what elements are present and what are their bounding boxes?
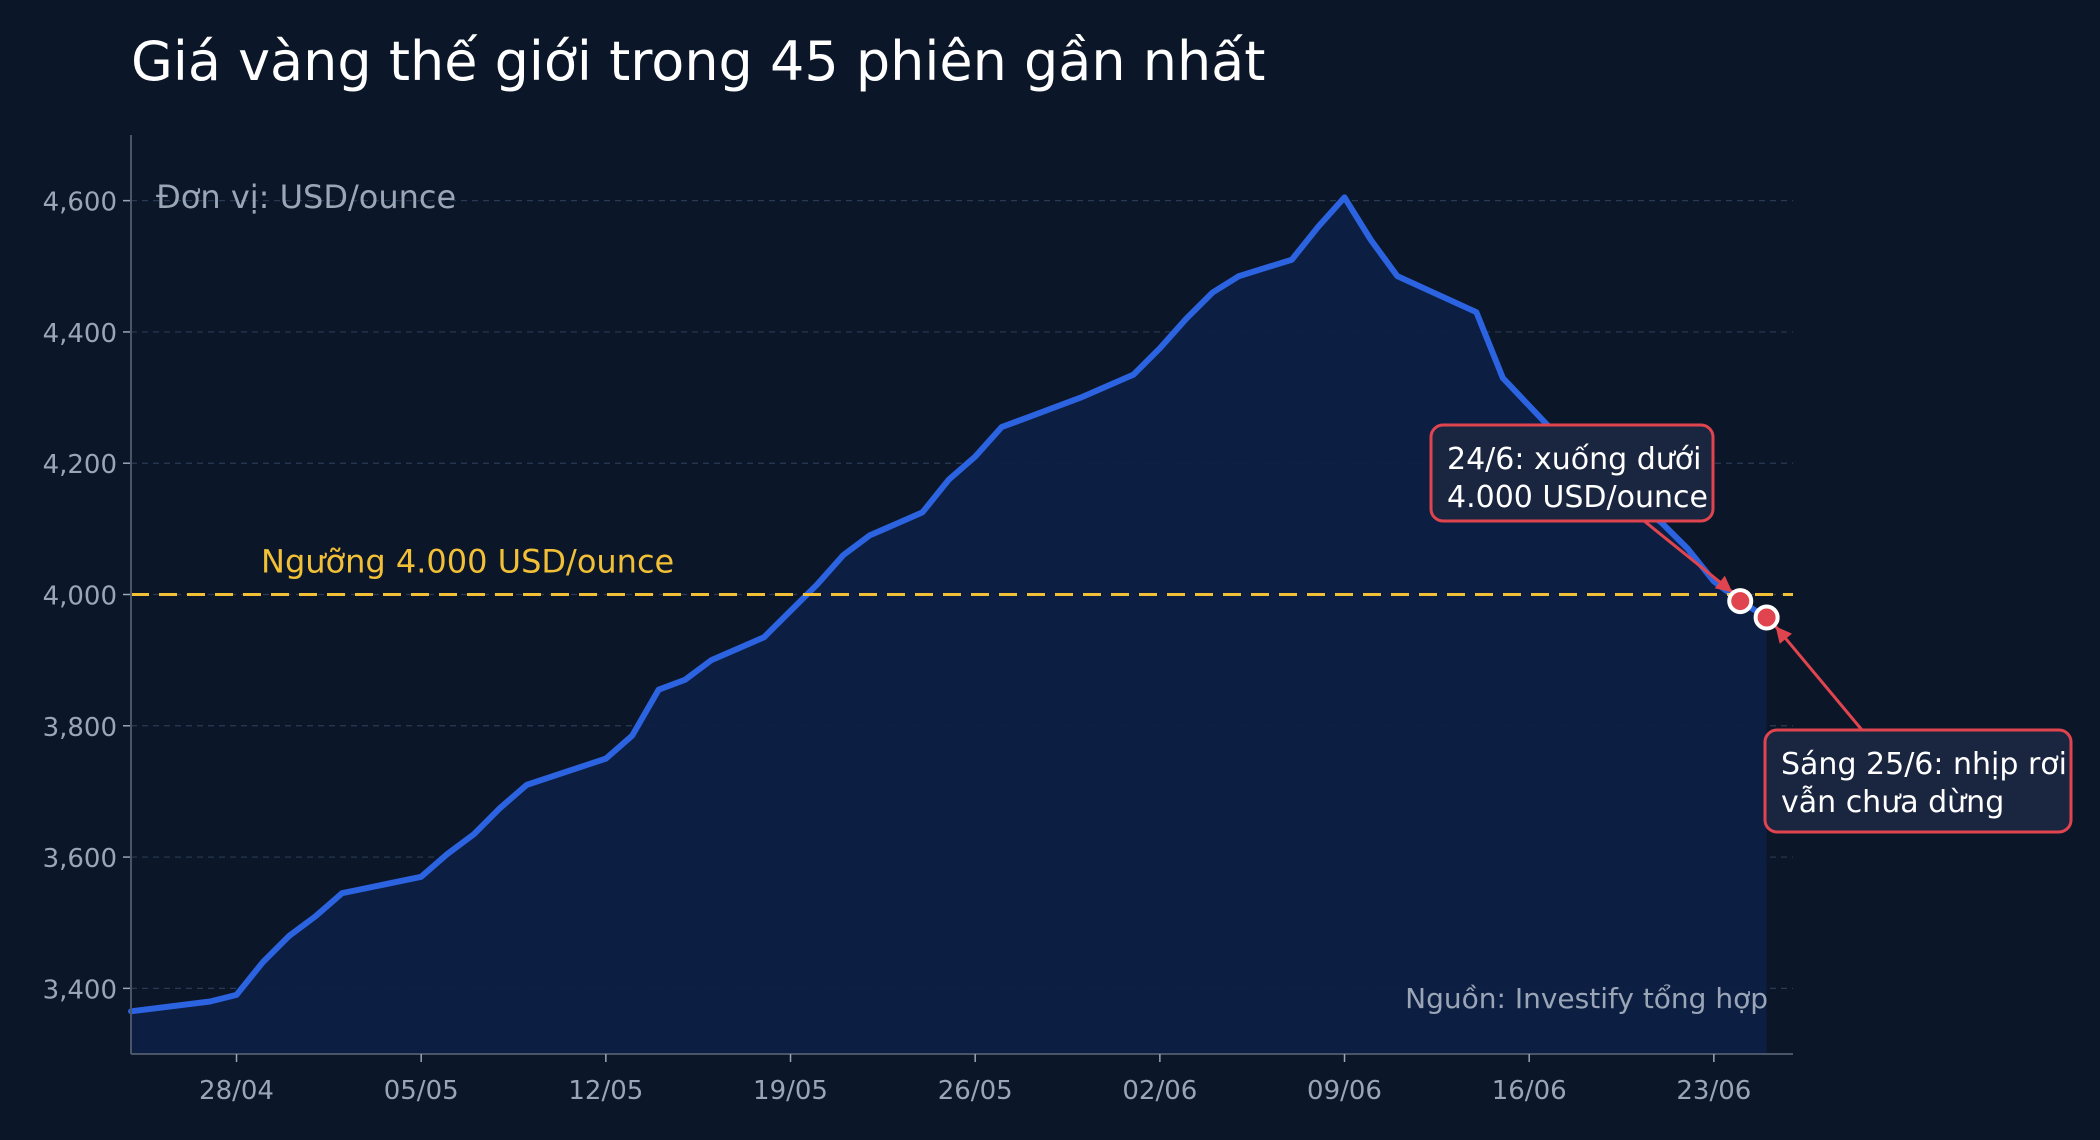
annotation-arrow-2-head [1775,626,1793,644]
source-label: Nguồn: Investify tổng hợp [1405,982,1768,1015]
annotation-point-1 [1727,588,1754,615]
annotation-point-2 [1753,604,1780,631]
chart-title: Giá vàng thế giới trong 45 phiên gần nhấ… [131,30,1266,93]
unit-label: Đơn vị: USD/ounce [156,178,456,216]
annotation-2-text: Sáng 25/6: nhịp rơi [1781,747,2067,782]
annotation-2-text: vẫn chưa dừng [1781,785,2004,820]
price-area [131,197,1767,1054]
annotation-1-text: 24/6: xuống dưới [1447,442,1701,477]
x-tick-label: 05/05 [384,1076,459,1106]
x-tick-label: 16/06 [1492,1076,1567,1106]
annotation-arrow-2 [1774,625,1864,731]
x-tick-label: 23/06 [1676,1076,1751,1106]
x-tick-label: 19/05 [753,1076,828,1106]
y-tick-label: 3,800 [43,713,117,743]
x-tick-label: 26/05 [938,1076,1013,1106]
annotation-1-box [1429,423,1715,523]
y-tick-label: 4,600 [43,188,117,218]
x-tick-label: 09/06 [1307,1076,1382,1106]
annotation-arrow-1-head [1714,575,1733,593]
x-tick-label: 02/06 [1122,1076,1197,1106]
annotation-1-text: 4.000 USD/ounce [1447,480,1708,515]
y-tick-label: 4,200 [43,450,117,480]
x-tick-label: 28/04 [199,1076,274,1106]
y-tick-label: 3,400 [43,975,117,1005]
y-tick-label: 4,400 [43,319,117,349]
x-tick-label: 12/05 [568,1076,643,1106]
y-tick-label: 3,600 [43,844,117,874]
annotation-2-box [1763,728,2073,834]
price-line [128,194,1770,1015]
y-tick-label: 4,000 [43,582,117,612]
threshold-label: Ngưỡng 4.000 USD/ounce [261,543,674,581]
